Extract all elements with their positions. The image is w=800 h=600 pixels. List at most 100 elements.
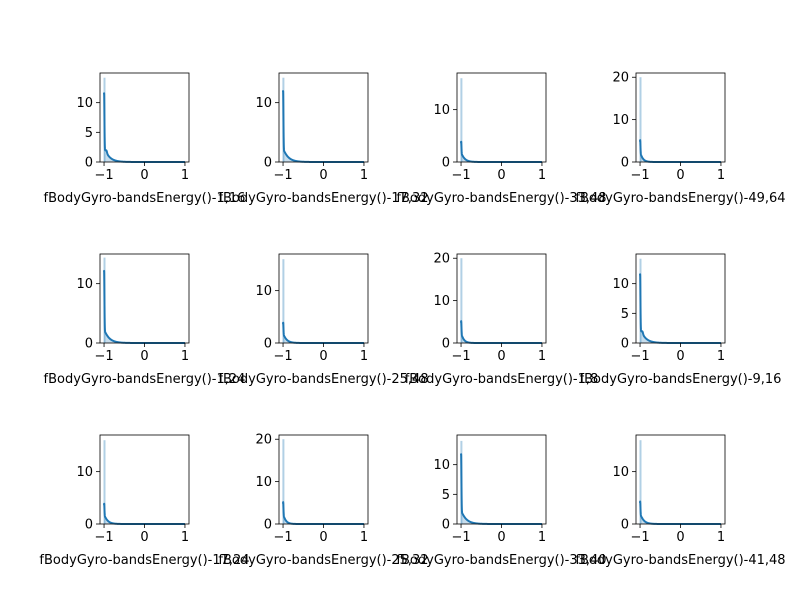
x-tick-label: 1 <box>181 349 189 364</box>
x-tick-label: 1 <box>717 349 725 364</box>
x-axis-label: fBodyGyro-bandsEnergy()-17,32 <box>218 191 428 206</box>
x-tick-label: 0 <box>319 168 327 183</box>
histogram-spike-bar <box>103 440 106 524</box>
density-area <box>640 140 721 162</box>
density-line <box>103 269 186 344</box>
density-area <box>283 502 364 524</box>
x-tick-label: 0 <box>497 349 505 364</box>
density-line <box>103 502 186 525</box>
x-tick-label: 1 <box>538 349 546 364</box>
x-tick-label: 0 <box>676 168 684 183</box>
x-axis-label: fBodyGyro-bandsEnergy()-33,40 <box>396 553 606 568</box>
axes-frame <box>99 253 190 344</box>
axes-frame <box>456 72 547 163</box>
x-tick-label: −1 <box>273 530 292 545</box>
density-area <box>104 93 185 162</box>
density-line <box>282 321 365 344</box>
x-axis-label: fBodyGyro-bandsEnergy()-1,16 <box>44 191 246 206</box>
x-tick-label: 1 <box>538 168 546 183</box>
y-tick-label: 10 <box>433 294 450 309</box>
x-tick-label: 1 <box>360 530 368 545</box>
y-tick-label: 10 <box>255 284 272 299</box>
density-area <box>461 141 542 162</box>
histogram-spike-bar <box>282 439 285 524</box>
density-line <box>639 139 722 163</box>
x-tick-label: 1 <box>360 349 368 364</box>
y-tick-label: 0 <box>442 518 450 533</box>
x-axis-label: fBodyGyro-bandsEnergy()-25,32 <box>218 553 428 568</box>
y-tick-label: 0 <box>264 337 272 352</box>
density-line <box>460 140 543 163</box>
x-tick-label: −1 <box>94 168 113 183</box>
x-tick-label: −1 <box>451 168 470 183</box>
density-area <box>461 454 542 524</box>
x-tick-label: −1 <box>630 349 649 364</box>
x-tick-label: 1 <box>538 530 546 545</box>
x-axis-label: fBodyGyro-bandsEnergy()-25,48 <box>218 372 428 387</box>
y-tick-label: 0 <box>85 156 93 171</box>
y-tick-label: 0 <box>264 518 272 533</box>
x-tick-label: 0 <box>497 168 505 183</box>
density-line <box>103 92 186 163</box>
x-tick-label: 0 <box>319 349 327 364</box>
x-tick-label: −1 <box>451 530 470 545</box>
axes-frame <box>278 253 369 344</box>
x-tick-label: −1 <box>94 349 113 364</box>
y-tick-label: 20 <box>612 71 629 86</box>
density-area <box>104 270 185 343</box>
x-tick-label: 0 <box>676 349 684 364</box>
y-tick-label: 0 <box>442 156 450 171</box>
x-tick-label: 1 <box>181 168 189 183</box>
axes-frame <box>635 253 726 344</box>
x-tick-label: −1 <box>94 530 113 545</box>
axes-frame <box>278 72 369 163</box>
y-tick-label: 0 <box>621 518 629 533</box>
axes-frame <box>278 434 369 525</box>
x-tick-label: 0 <box>497 530 505 545</box>
x-axis-label: fBodyGyro-bandsEnergy()-33,48 <box>396 191 606 206</box>
x-tick-label: 0 <box>140 530 148 545</box>
y-tick-label: 5 <box>442 488 450 503</box>
axes-frame <box>99 434 190 525</box>
axes-frame <box>456 434 547 525</box>
density-line <box>282 501 365 525</box>
density-line <box>460 453 543 525</box>
x-tick-label: 0 <box>140 168 148 183</box>
y-tick-label: 0 <box>621 337 629 352</box>
y-tick-label: 10 <box>612 277 629 292</box>
histogram-spike-bar <box>639 77 642 162</box>
y-tick-label: 10 <box>612 113 629 128</box>
axes-frame <box>456 253 547 344</box>
axes-frame <box>635 434 726 525</box>
x-tick-label: 0 <box>140 349 148 364</box>
y-tick-label: 10 <box>433 103 450 118</box>
x-tick-label: −1 <box>273 349 292 364</box>
y-tick-label: 10 <box>612 465 629 480</box>
density-line <box>639 500 722 525</box>
y-tick-label: 5 <box>621 307 629 322</box>
y-tick-label: 5 <box>85 126 93 141</box>
y-tick-label: 20 <box>255 433 272 448</box>
x-tick-label: 1 <box>717 168 725 183</box>
x-axis-label: fBodyGyro-bandsEnergy()-17,24 <box>39 553 249 568</box>
density-area <box>461 321 542 343</box>
y-tick-label: 0 <box>85 518 93 533</box>
histogram-spike-bar <box>639 440 642 524</box>
density-area <box>283 91 364 162</box>
density-line <box>639 273 722 344</box>
x-axis-label: fBodyGyro-bandsEnergy()-9,16 <box>580 372 782 387</box>
x-axis-label: fBodyGyro-bandsEnergy()-1,24 <box>44 372 246 387</box>
x-tick-label: 1 <box>717 530 725 545</box>
x-tick-label: 1 <box>360 168 368 183</box>
axes-frame <box>99 72 190 163</box>
histogram-spike-bar <box>460 78 463 162</box>
histogram-spike-bar <box>282 259 285 343</box>
